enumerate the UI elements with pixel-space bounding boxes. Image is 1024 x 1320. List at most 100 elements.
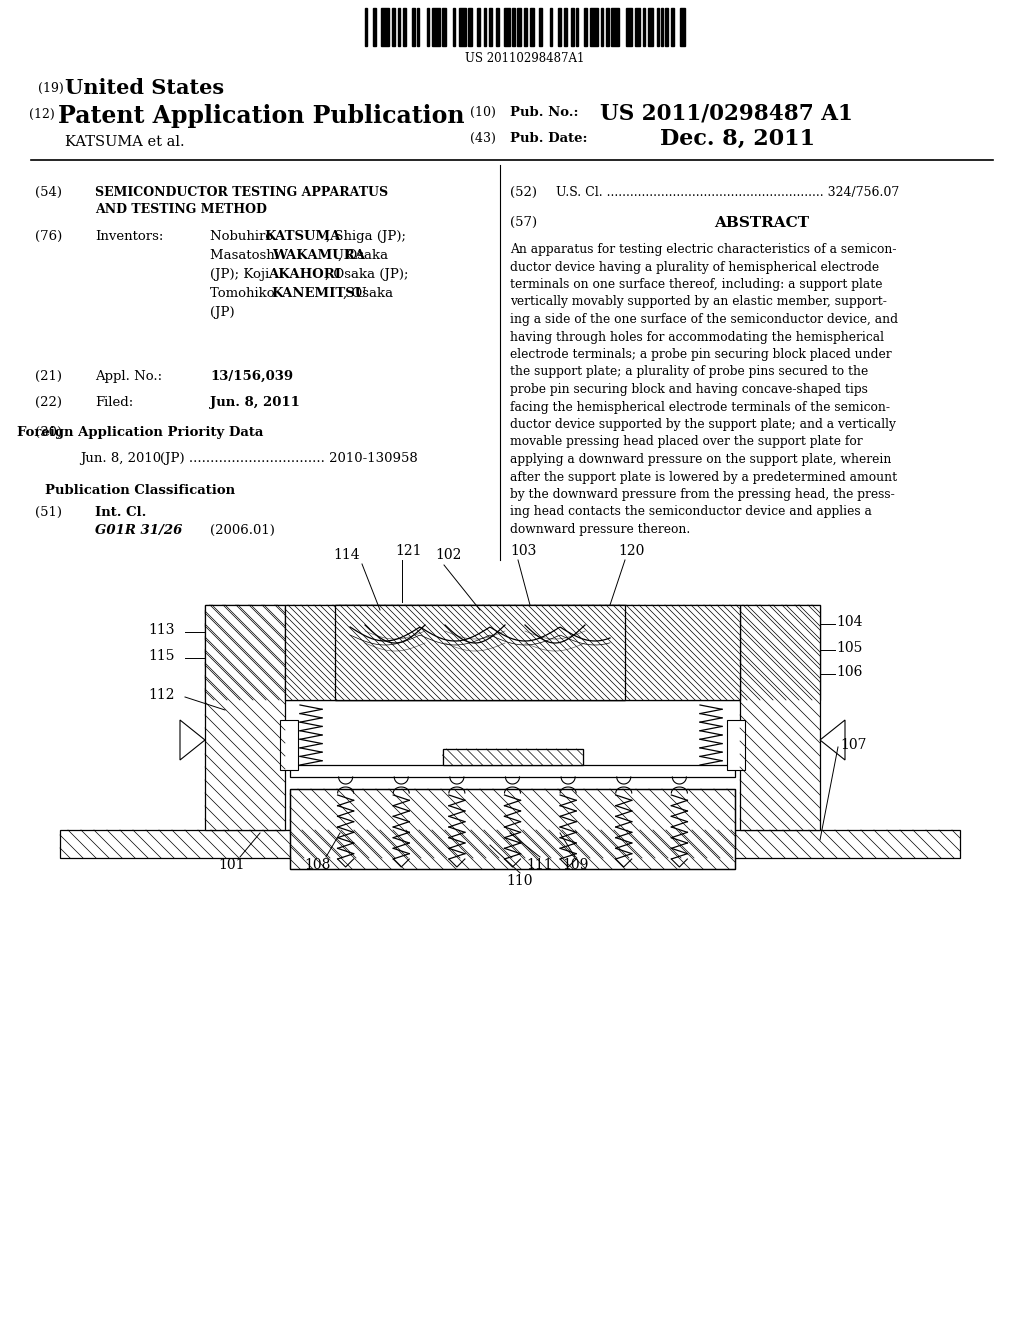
Bar xyxy=(550,8,552,46)
Text: movable pressing head placed over the support plate for: movable pressing head placed over the su… xyxy=(510,436,862,449)
Bar xyxy=(417,8,420,46)
Text: (19): (19) xyxy=(38,82,63,95)
Text: 104: 104 xyxy=(836,615,862,630)
Text: 103: 103 xyxy=(510,544,537,558)
Bar xyxy=(643,8,645,46)
Text: Appl. No.:: Appl. No.: xyxy=(95,370,162,383)
Bar xyxy=(468,8,472,46)
Polygon shape xyxy=(180,719,205,760)
Text: An apparatus for testing electric characteristics of a semicon-: An apparatus for testing electric charac… xyxy=(510,243,896,256)
Bar xyxy=(290,789,735,869)
Bar xyxy=(727,719,745,770)
Text: 113: 113 xyxy=(148,623,174,638)
Bar xyxy=(335,605,625,700)
Text: electrode terminals; a probe pin securing block placed under: electrode terminals; a probe pin securin… xyxy=(510,348,892,360)
Text: probe pin securing block and having concave-shaped tips: probe pin securing block and having conc… xyxy=(510,383,868,396)
Bar xyxy=(540,8,543,46)
Bar xyxy=(530,8,534,46)
Bar xyxy=(611,8,618,46)
Bar xyxy=(205,605,285,830)
Bar xyxy=(403,8,407,46)
Text: having through holes for accommodating the hemispherical: having through holes for accommodating t… xyxy=(510,330,884,343)
Text: (12): (12) xyxy=(29,108,54,121)
Text: after the support plate is lowered by a predetermined amount: after the support plate is lowered by a … xyxy=(510,470,897,483)
Text: ductor device supported by the support plate; and a vertically: ductor device supported by the support p… xyxy=(510,418,896,432)
Bar xyxy=(427,8,429,46)
Bar xyxy=(635,8,640,46)
Text: AKAHORI: AKAHORI xyxy=(268,268,341,281)
Bar xyxy=(459,8,466,46)
Text: 111: 111 xyxy=(526,858,553,873)
Text: 115: 115 xyxy=(148,649,174,663)
Text: , Osaka: , Osaka xyxy=(343,286,393,300)
Text: 121: 121 xyxy=(395,544,422,558)
Text: 109: 109 xyxy=(562,858,588,873)
Bar xyxy=(517,8,520,46)
Text: 101: 101 xyxy=(219,858,246,873)
Text: 107: 107 xyxy=(840,738,866,752)
Text: ductor device having a plurality of hemispherical electrode: ductor device having a plurality of hemi… xyxy=(510,260,880,273)
Text: US 20110298487A1: US 20110298487A1 xyxy=(465,51,585,65)
Bar xyxy=(570,8,574,46)
Text: (22): (22) xyxy=(35,396,62,409)
Text: facing the hemispherical electrode terminals of the semicon-: facing the hemispherical electrode termi… xyxy=(510,400,890,413)
Bar xyxy=(627,8,632,46)
Bar xyxy=(205,605,820,700)
Text: 105: 105 xyxy=(836,642,862,655)
Bar xyxy=(290,766,735,777)
Text: Nobuhiro: Nobuhiro xyxy=(210,230,278,243)
Text: (54): (54) xyxy=(35,186,62,199)
Text: 114: 114 xyxy=(334,548,360,562)
Bar xyxy=(365,8,368,46)
Bar xyxy=(662,8,664,46)
Text: Dec. 8, 2011: Dec. 8, 2011 xyxy=(660,128,815,150)
Text: (76): (76) xyxy=(35,230,62,243)
Text: US 2011/0298487 A1: US 2011/0298487 A1 xyxy=(600,102,853,124)
Bar xyxy=(489,8,493,46)
Bar xyxy=(740,605,820,830)
Bar xyxy=(584,8,587,46)
Text: Publication Classification: Publication Classification xyxy=(45,484,236,498)
Bar xyxy=(680,8,685,46)
Text: ing a side of the one surface of the semiconductor device, and: ing a side of the one surface of the sem… xyxy=(510,313,898,326)
Text: , Osaka: , Osaka xyxy=(338,249,388,261)
Text: (JP); Koji: (JP); Koji xyxy=(210,268,273,281)
Text: (30): (30) xyxy=(35,426,62,440)
Text: 106: 106 xyxy=(836,665,862,678)
Text: KATSUMA: KATSUMA xyxy=(264,230,340,243)
Bar xyxy=(483,8,485,46)
Text: the support plate; a plurality of probe pins secured to the: the support plate; a plurality of probe … xyxy=(510,366,868,379)
Text: (10): (10) xyxy=(470,106,496,119)
Bar xyxy=(666,8,668,46)
Polygon shape xyxy=(820,719,845,760)
Bar xyxy=(392,8,395,46)
Bar xyxy=(290,789,735,869)
Text: terminals on one surface thereof, including: a support plate: terminals on one surface thereof, includ… xyxy=(510,279,883,290)
Text: Inventors:: Inventors: xyxy=(95,230,164,243)
Bar xyxy=(605,8,609,46)
Text: United States: United States xyxy=(65,78,224,98)
Text: KATSUMA et al.: KATSUMA et al. xyxy=(65,135,184,149)
Text: (51): (51) xyxy=(35,506,62,519)
Text: KANEMITSU: KANEMITSU xyxy=(271,286,367,300)
Text: Tomohiko: Tomohiko xyxy=(210,286,279,300)
Text: 112: 112 xyxy=(148,688,174,702)
Text: (21): (21) xyxy=(35,370,62,383)
Text: Pub. Date:: Pub. Date: xyxy=(510,132,588,145)
Text: (2006.01): (2006.01) xyxy=(210,524,274,537)
Bar xyxy=(60,830,961,858)
Bar xyxy=(381,8,389,46)
Text: Masatoshi: Masatoshi xyxy=(210,249,283,261)
Text: , Shiga (JP);: , Shiga (JP); xyxy=(326,230,406,243)
Text: G01R 31/26: G01R 31/26 xyxy=(95,524,182,537)
Text: SEMICONDUCTOR TESTING APPARATUS: SEMICONDUCTOR TESTING APPARATUS xyxy=(95,186,388,199)
Bar xyxy=(477,8,480,46)
Bar xyxy=(524,8,527,46)
Text: by the downward pressure from the pressing head, the press-: by the downward pressure from the pressi… xyxy=(510,488,895,502)
Bar xyxy=(397,8,399,46)
Bar xyxy=(671,8,674,46)
Text: U.S. Cl. ........................................................ 324/756.07: U.S. Cl. ...............................… xyxy=(556,186,899,199)
Text: (52): (52) xyxy=(510,186,537,199)
Bar xyxy=(590,8,598,46)
Text: ing head contacts the semiconductor device and applies a: ing head contacts the semiconductor devi… xyxy=(510,506,871,519)
